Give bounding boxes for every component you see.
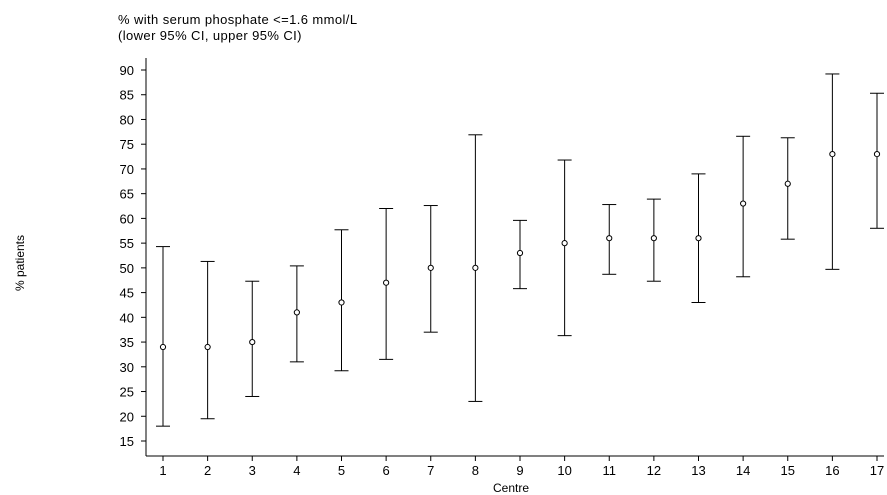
y-tick-label: 90	[120, 63, 134, 78]
data-point	[159, 343, 167, 351]
x-tick-label: 3	[249, 463, 256, 478]
data-point	[740, 200, 747, 207]
x-tick-label: 5	[338, 463, 345, 478]
data-point	[516, 249, 524, 257]
y-tick-label: 25	[120, 385, 134, 400]
x-tick-label: 2	[204, 463, 211, 478]
y-tick-label: 70	[120, 162, 134, 177]
data-point	[650, 235, 657, 242]
x-tick-label: 11	[603, 463, 617, 478]
y-tick-label: 80	[120, 112, 134, 127]
data-point	[873, 150, 881, 158]
y-tick-label: 15	[120, 434, 134, 449]
y-axis-label: % patients	[13, 235, 27, 291]
y-tick-label: 30	[120, 360, 134, 375]
y-tick-label: 60	[120, 211, 134, 226]
data-point	[561, 240, 568, 247]
x-tick-label: 17	[870, 463, 884, 478]
y-ticks: 15 20 25 30 35 40 45 50 55 60 65 70 75 80 85 90	[120, 63, 146, 449]
x-tick-label: 14	[736, 463, 750, 478]
y-tick-label: 20	[120, 409, 134, 424]
y-tick-label: 75	[120, 137, 134, 152]
data-point	[606, 235, 613, 242]
data-point	[338, 299, 345, 306]
x-tick-label: 6	[383, 463, 390, 478]
x-tick-label: 4	[293, 463, 300, 478]
error-bars	[156, 73, 884, 427]
chart-subtitle: (lower 95% CI, upper 95% CI)	[118, 28, 302, 43]
data-point	[472, 264, 479, 271]
x-tick-label: 12	[647, 463, 661, 478]
y-tick-label: 45	[120, 286, 134, 301]
y-tick-label: 35	[120, 335, 134, 350]
x-axis-label: Centre	[493, 481, 529, 495]
y-tick-label: 50	[120, 261, 134, 276]
data-point	[204, 343, 211, 351]
x-tick-label: 1	[159, 463, 166, 478]
data-point	[249, 338, 256, 346]
y-tick-label: 85	[120, 88, 134, 103]
data-point	[427, 264, 434, 271]
data-point	[784, 180, 791, 187]
x-tick-label: 8	[472, 463, 479, 478]
data-point	[383, 279, 390, 286]
data-point	[695, 235, 702, 242]
y-tick-label: 55	[120, 236, 134, 251]
x-tick-label: 10	[557, 463, 571, 478]
x-tick-label: 7	[427, 463, 434, 478]
x-tick-label: 13	[691, 463, 705, 478]
chart-title: % with serum phosphate <=1.6 mmol/L	[118, 12, 357, 27]
x-tick-label: 9	[516, 463, 523, 478]
data-point	[829, 150, 836, 158]
x-tick-label: 15	[781, 463, 795, 478]
y-tick-label: 40	[120, 310, 134, 325]
data-point	[293, 309, 300, 316]
y-tick-label: 65	[120, 187, 134, 202]
x-tick-label: 16	[825, 463, 839, 478]
x-ticks: 1 2 3 4 5 6 7 8 9 10 11 12 13 14 15 16 17	[159, 456, 884, 478]
